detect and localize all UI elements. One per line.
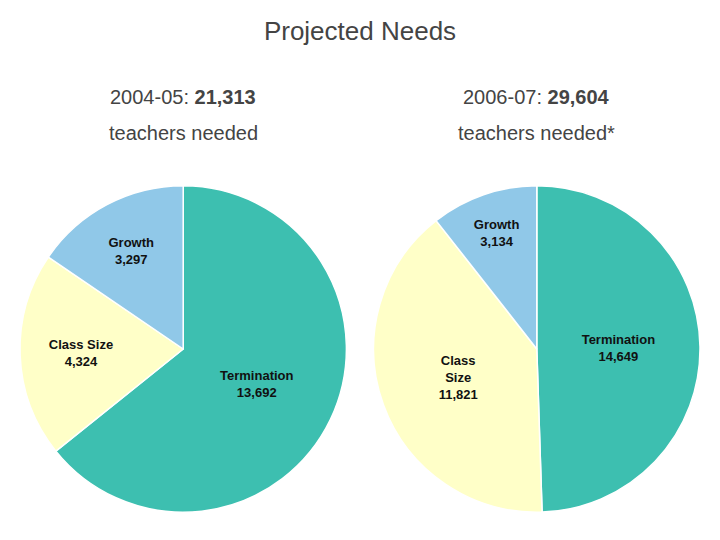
svg-text:teachers needed: teachers needed [109,122,258,144]
svg-text:Termination13,692: Termination13,692 [220,368,293,400]
svg-text:teachers needed*: teachers needed* [458,122,615,144]
svg-text:2006-07: 29,604: 2006-07: 29,604 [463,86,610,108]
svg-text:Growth3,134: Growth3,134 [474,217,520,249]
svg-text:Projected Needs: Projected Needs [264,16,456,46]
svg-text:Growth3,297: Growth3,297 [108,235,154,267]
svg-text:ClassSize11,821: ClassSize11,821 [439,353,478,402]
svg-text:Class Size4,324: Class Size4,324 [49,337,113,369]
svg-text:2004-05: 21,313: 2004-05: 21,313 [110,86,256,108]
svg-text:Termination14,649: Termination14,649 [582,332,655,364]
